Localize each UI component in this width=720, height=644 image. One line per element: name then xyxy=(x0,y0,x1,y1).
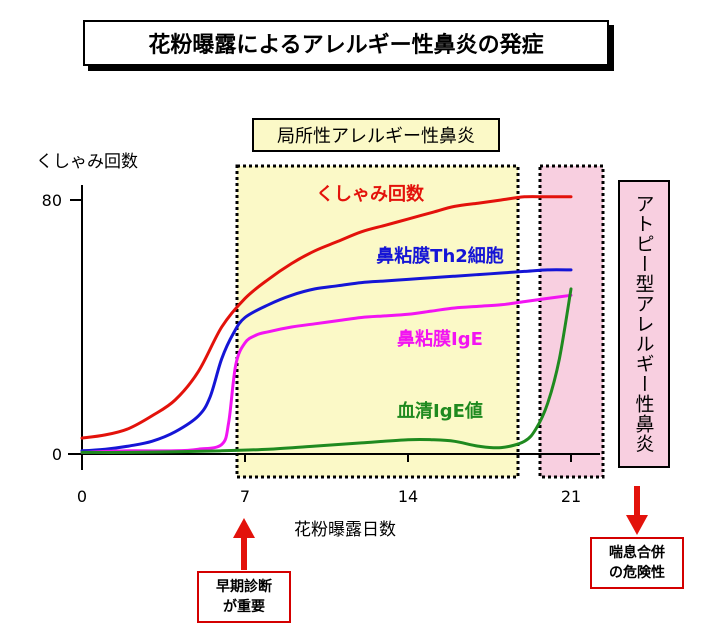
series-lines xyxy=(80,195,573,454)
early-diagnosis-line2: が重要 xyxy=(223,599,265,615)
early-diagnosis-line1: 早期診断 xyxy=(216,579,272,595)
asthma-risk-line1: 喘息合併 xyxy=(609,545,665,561)
asthma-risk-line2: の危険性 xyxy=(609,565,665,581)
atopic-label-text: アトピー型アレルギー性鼻炎 xyxy=(632,194,655,454)
x-tick-label: 14 xyxy=(398,487,418,506)
x-axis-title: 花粉曝露日数 xyxy=(294,520,396,540)
series-label: 鼻粘膜Th2細胞 xyxy=(376,245,504,267)
local-phase-label: 局所性アレルギー性鼻炎 xyxy=(252,118,500,152)
local-phase-region xyxy=(235,164,520,479)
early-diagnosis-callout: 早期診断 が重要 xyxy=(197,571,291,623)
series-line xyxy=(80,268,573,453)
y-tick-label: 80 xyxy=(42,191,62,210)
y-axis-title: くしゃみ回数 xyxy=(36,152,138,172)
axis-ticks: 0 7 14 21 0 80 xyxy=(42,191,582,506)
asthma-arrow xyxy=(626,486,648,535)
asthma-risk-callout: 喘息合併 の危険性 xyxy=(590,537,684,589)
local-phase-label-text: 局所性アレルギー性鼻炎 xyxy=(277,126,475,147)
atopic-label: アトピー型アレルギー性鼻炎 xyxy=(618,180,670,468)
series-label: 鼻粘膜IgE xyxy=(397,328,483,350)
series-line xyxy=(80,195,573,440)
series-line xyxy=(80,287,573,454)
page-title: 花粉曝露によるアレルギー性鼻炎の発症 xyxy=(83,20,609,66)
x-tick-label: 7 xyxy=(240,487,250,506)
x-tick-label: 21 xyxy=(561,487,581,506)
early-arrow xyxy=(233,518,255,570)
atopic-phase-region xyxy=(538,164,605,479)
series-line xyxy=(80,293,573,454)
x-tick-label: 0 xyxy=(77,487,87,506)
series-label: 血清IgE値 xyxy=(397,400,483,422)
y-tick-label: 0 xyxy=(52,445,62,464)
series-label: くしゃみ回数 xyxy=(316,183,425,205)
